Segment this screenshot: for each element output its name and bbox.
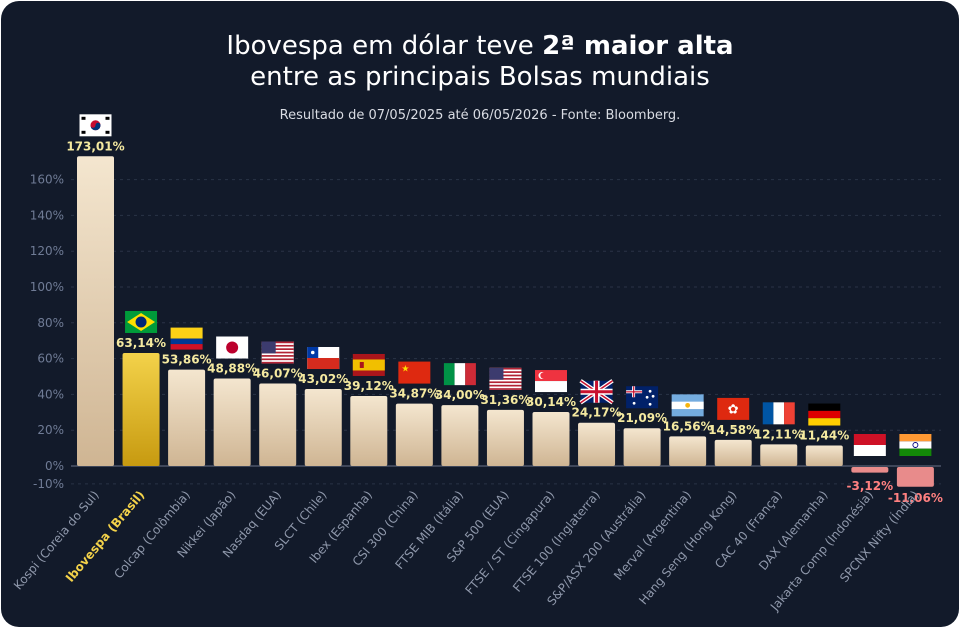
category-label: Colcap (Colômbia) (111, 488, 193, 581)
bar (168, 369, 206, 466)
y-tick-label: 60% (37, 352, 64, 366)
singapore-flag-icon (535, 370, 567, 393)
bar (532, 412, 570, 466)
value-label: 31,36% (480, 393, 530, 407)
y-tick-label: 160% (30, 173, 64, 187)
value-label: 63,14% (116, 336, 166, 350)
bar (486, 409, 524, 466)
italy-flag-icon (443, 363, 476, 386)
value-label: 11,44% (799, 429, 849, 443)
argentina-flag-icon (671, 394, 704, 417)
bar (213, 378, 251, 466)
chile-flag-icon (307, 346, 340, 369)
bar (896, 467, 934, 487)
bar (760, 444, 798, 466)
value-label: -3,12% (847, 479, 894, 493)
value-label: 21,09% (617, 411, 667, 425)
y-tick-label: 80% (37, 316, 64, 330)
brazil-flag-icon (125, 310, 158, 333)
france-flag-icon (762, 402, 795, 425)
indonesia-flag-icon (853, 434, 886, 456)
bar (623, 428, 661, 466)
category-label: FTSE / ST (Cingapura) (462, 488, 557, 597)
value-label: 173,01% (66, 139, 124, 153)
bar (441, 405, 479, 466)
bar (304, 388, 342, 466)
korea-flag-icon (79, 114, 112, 137)
china-flag-icon: ★ (398, 361, 431, 384)
bar (851, 467, 889, 473)
value-label: 24,17% (572, 406, 622, 420)
bar (77, 156, 114, 466)
value-label: 43,02% (298, 372, 348, 386)
svg-text:✿: ✿ (728, 402, 739, 417)
y-tick-label: 100% (30, 280, 64, 294)
title-line2: entre as principais Bolsas mundiais (250, 62, 710, 92)
category-label: Kospi (Coreia do Sul) (11, 488, 102, 592)
value-label: 34,87% (389, 387, 439, 401)
value-label: 12,11% (754, 427, 804, 441)
value-label: 16,56% (663, 419, 713, 433)
uk-flag-icon (579, 379, 614, 405)
title-line1-bold: 2ª maior alta (542, 31, 734, 61)
india-flag-icon (899, 434, 932, 456)
value-label: 39,12% (344, 379, 394, 393)
colombia-flag-icon (170, 327, 203, 350)
australia-flag-icon (626, 386, 659, 409)
chart-subtitle: Resultado de 07/05/2025 até 06/05/2026 -… (279, 108, 681, 123)
value-label: 53,86% (162, 353, 212, 367)
category-label: SPCNX Nifty (Índia) (836, 487, 921, 585)
bar (350, 395, 388, 466)
germany-flag-icon (808, 403, 841, 426)
value-label: 48,88% (207, 362, 257, 376)
usa-flag-icon (261, 341, 294, 364)
y-tick-label: -10% (33, 477, 64, 491)
bar (669, 436, 707, 466)
y-tick-label: 40% (37, 387, 64, 401)
bar (395, 403, 433, 466)
japan-flag-icon (216, 336, 249, 359)
bar (714, 439, 752, 466)
title-line1-prefix: Ibovespa em dólar teve (226, 31, 543, 61)
y-tick-label: 0% (45, 459, 64, 473)
spain-flag-icon (352, 353, 385, 376)
bar (578, 422, 616, 466)
category-label: FTSE 100 (Inglaterra) (510, 488, 603, 595)
category-label: Ibovespa (Brasil) (63, 488, 148, 585)
value-label: 46,07% (253, 367, 303, 381)
y-tick-label: 120% (30, 244, 64, 258)
chart-title: Ibovespa em dólar teve 2ª maior alta ent… (1, 31, 959, 93)
bar (259, 383, 297, 466)
bar (122, 352, 160, 466)
value-label: 30,14% (526, 395, 576, 409)
value-label: 34,00% (435, 388, 485, 402)
category-label: Merval (Argentina) (611, 488, 694, 583)
value-label: -11,06% (888, 491, 943, 505)
y-tick-label: 140% (30, 208, 64, 222)
y-tick-label: 20% (37, 423, 64, 437)
bar (805, 445, 843, 466)
usa-flag-icon (489, 367, 522, 390)
hongkong-flag-icon: ✿ (717, 397, 750, 420)
value-label: 14,58% (708, 423, 758, 437)
svg-text:★: ★ (401, 365, 409, 375)
